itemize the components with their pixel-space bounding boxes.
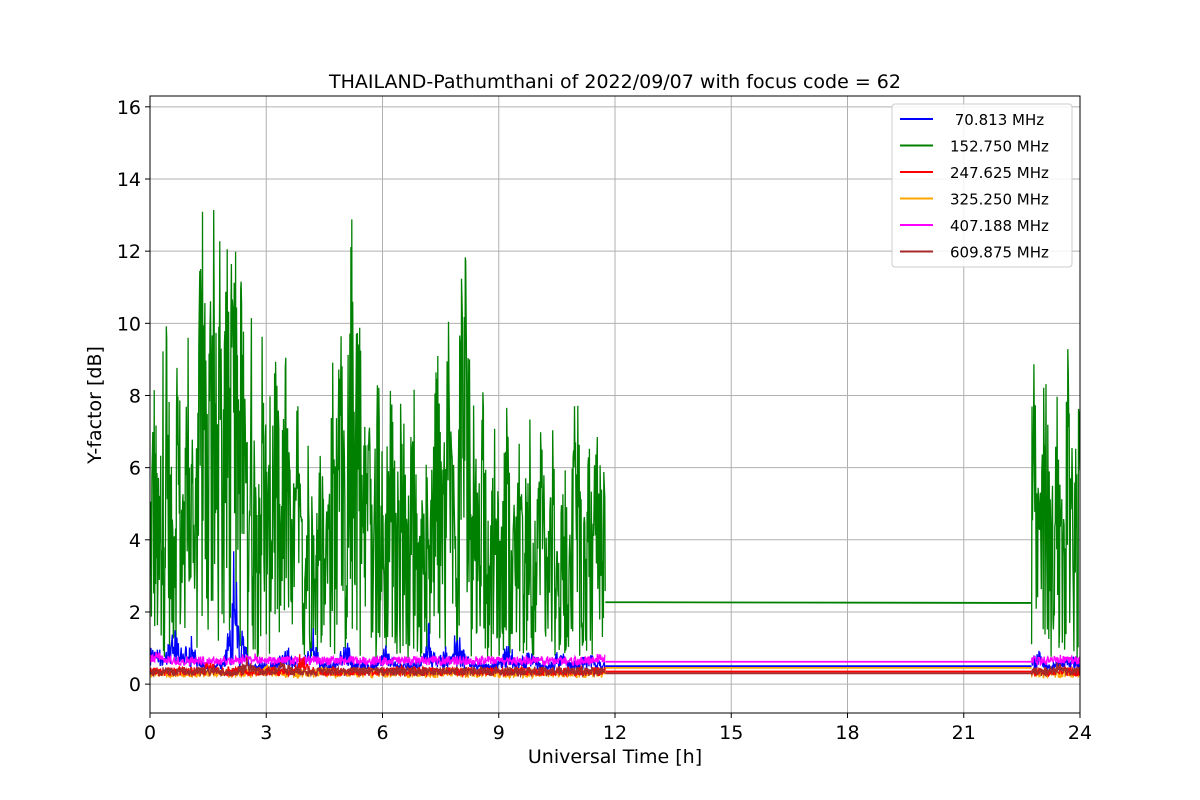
y-tick-label: 8 — [129, 385, 141, 407]
legend-label: 609.875 MHz — [950, 244, 1049, 262]
x-tick-label: 3 — [260, 722, 272, 744]
series-layer — [150, 209, 1080, 681]
legend-box — [891, 103, 1073, 268]
x-tick-label: 18 — [835, 722, 859, 744]
x-tick-label: 15 — [719, 722, 743, 744]
legend-label: 152.750 MHz — [950, 138, 1049, 156]
legend-label: 247.625 MHz — [950, 164, 1049, 182]
y-tick-label: 6 — [129, 458, 141, 480]
x-tick-label: 0 — [144, 722, 156, 744]
y-tick-label: 14 — [117, 169, 141, 191]
x-axis-label: Universal Time [h] — [528, 746, 702, 768]
y-tick-label: 4 — [129, 530, 141, 552]
x-axis: 0 3 6 9 12 15 18 21 24 — [144, 713, 1092, 744]
x-tick-label: 9 — [493, 722, 505, 744]
series-trace-609-875-mhz-0 — [150, 657, 606, 679]
x-tick-label: 12 — [603, 722, 627, 744]
y-tick-label: 16 — [117, 97, 141, 119]
legend-label: 407.188 MHz — [950, 217, 1049, 235]
series-407-188-mhz — [150, 651, 1080, 668]
x-tick-label: 24 — [1068, 722, 1092, 744]
series-609-875-mhz — [150, 657, 1080, 679]
y-tick-label: 0 — [129, 674, 141, 696]
series-152-750-mhz — [150, 209, 1080, 659]
legend: 70.813 MHz 152.750 MHz 247.625 MHz 325.250 … — [891, 103, 1073, 268]
x-tick-label: 21 — [952, 722, 976, 744]
series-trace-609-875-mhz-1 — [1030, 662, 1080, 678]
series-trace-407-188-mhz-0 — [150, 651, 606, 668]
series-trace-407-188-mhz-1 — [1030, 654, 1080, 667]
y-tick-label: 12 — [117, 241, 141, 263]
series-trace-70-813-mhz-0 — [150, 551, 606, 673]
legend-label: 325.250 MHz — [950, 191, 1049, 209]
y-tick-label: 10 — [117, 313, 141, 335]
x-tick-label: 6 — [376, 722, 388, 744]
legend-label: 70.813 MHz — [950, 111, 1044, 129]
series-trace-152-750-mhz-1 — [1030, 349, 1080, 658]
series-trace-152-750-mhz-0 — [150, 209, 606, 659]
series-gap-line-152-750-mhz — [605, 601, 1032, 604]
y-axis: 0 2 4 6 8 10 12 14 16 — [117, 97, 150, 696]
y-tick-label: 2 — [129, 602, 141, 624]
chart-title: THAILAND-Pathumthani of 2022/09/07 with … — [328, 71, 901, 93]
y-axis-label: Y-factor [dB] — [84, 346, 106, 465]
